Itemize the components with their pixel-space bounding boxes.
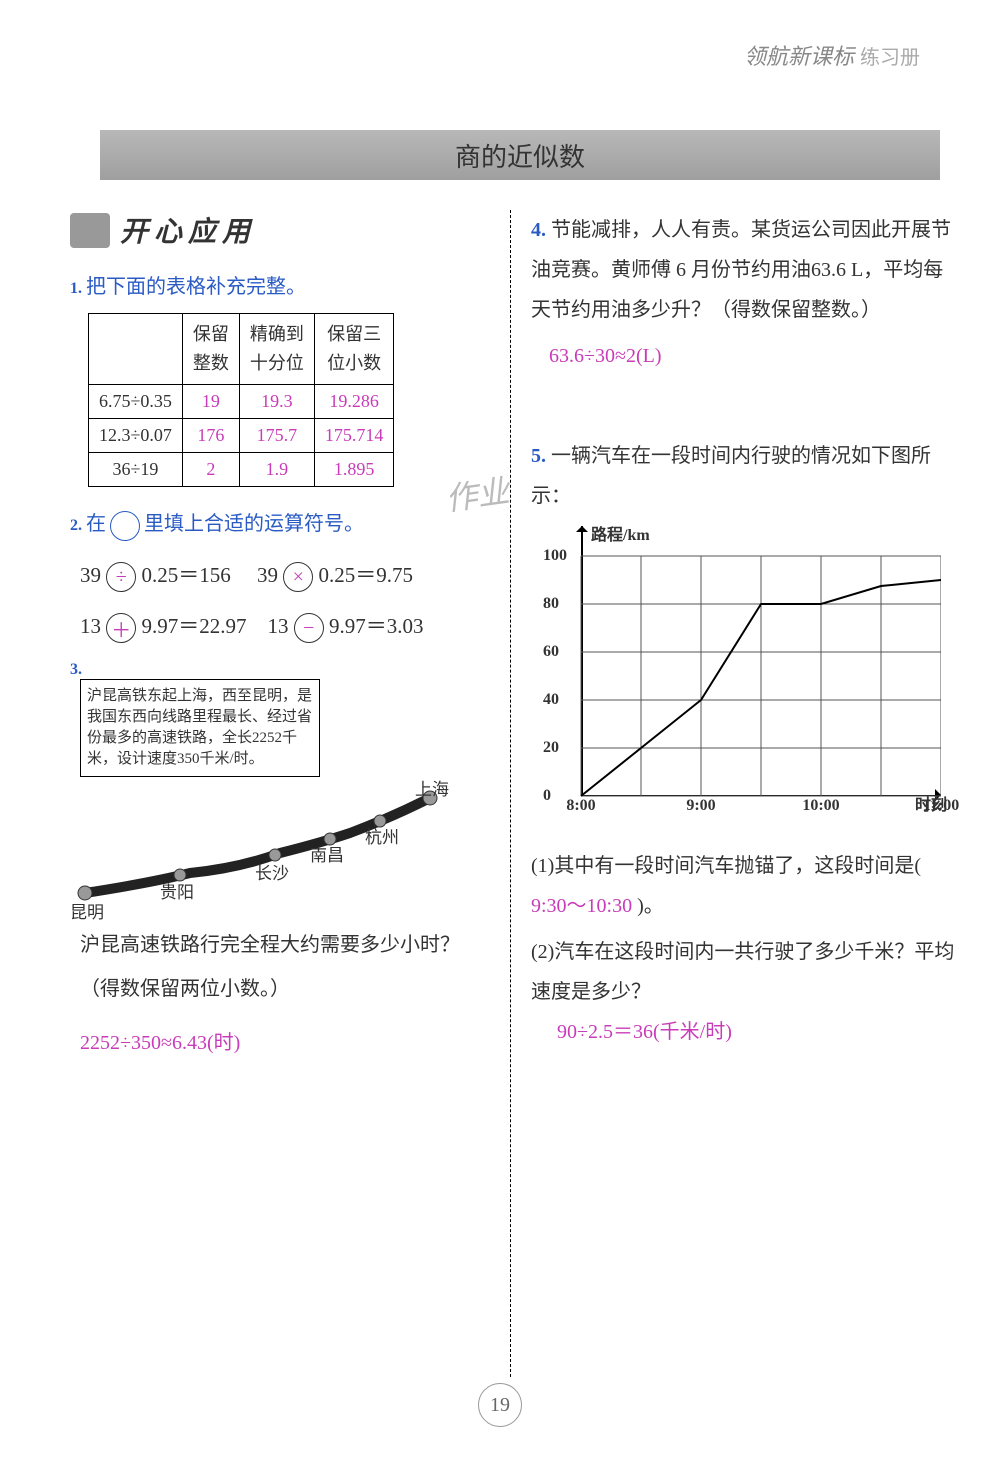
x-tick-label: 10:00 [802,790,839,822]
row-label: 12.3÷0.07 [89,418,183,452]
city-label: 上海 [415,775,449,800]
operand: 9.97＝3.03 [329,614,424,638]
city-label: 南昌 [310,841,344,866]
section-title: 开心应用 [120,210,256,250]
cell: 19.286 [314,384,394,418]
q5-num: 5. [531,445,546,467]
sub1-close: )。 [637,895,664,917]
th-3: 保留三位小数 [314,314,394,385]
q1-table: 保留整数 精确到十分位 保留三位小数 6.75÷0.35 19 19.3 19.… [88,313,394,487]
operand: 13 [80,614,101,638]
th-blank [89,314,183,385]
city-label: 杭州 [365,823,399,848]
operand: 39 [80,563,101,587]
brand: 领航新课标 [744,39,854,71]
cell: 175.714 [314,418,394,452]
x-tick-label: 11:00 [923,790,959,822]
map-info-box: 沪昆高铁东起上海，西至昆明，是我国东西向线路里程最长、经过省份最多的高速铁路，全… [80,679,320,777]
page-title: 商的近似数 [100,130,940,180]
content: 开心应用 1. 把下面的表格补充完整。 保留整数 精确到十分位 保留三位小数 6… [70,210,960,1377]
cell: 19.3 [239,384,314,418]
left-column: 开心应用 1. 把下面的表格补充完整。 保留整数 精确到十分位 保留三位小数 6… [70,210,510,1377]
q5: 5. 一辆汽车在一段时间内行驶的情况如下图所示： 路程/km 时刻 020406… [531,436,960,1052]
operand: 0.25＝156 [142,563,231,587]
y-tick-label: 100 [543,540,567,572]
y-tick-label: 0 [543,780,551,812]
op-circle: × [283,562,313,592]
table-row: 36÷19 2 1.9 1.895 [89,452,394,486]
row-label: 6.75÷0.35 [89,384,183,418]
city-label: 长沙 [255,859,289,884]
q4-text: 节能减排，人人有责。某货运公司因此开展节油竞赛。黄师傅 6 月份节约用油63.6… [531,219,951,321]
op-circle: ÷ [106,562,136,592]
op-circle: − [294,613,324,643]
city-label: 昆明 [70,898,104,923]
map-area: 昆明 贵阳 长沙 南昌 杭州 上海 [70,773,490,913]
cell: 1.9 [239,452,314,486]
city-label: 贵阳 [160,878,194,903]
page-number: 19 [478,1383,522,1427]
q2-text-a: 在 [86,513,106,535]
q2-line2: 13 ＋ 9.97＝22.97 13 − 9.97＝3.03 [80,610,490,643]
q4: 4. 节能减排，人人有责。某货运公司因此开展节油竞赛。黄师傅 6 月份节约用油6… [531,210,960,376]
q2-num: 2. [70,517,82,534]
q1-num: 1. [70,280,82,297]
q2-line1: 39 ÷ 0.25＝156 39 × 0.25＝9.75 [80,559,490,592]
y-tick-label: 40 [543,684,559,716]
q1-text: 把下面的表格补充完整。 [86,276,306,298]
cell: 176 [182,418,239,452]
cell: 175.7 [239,418,314,452]
table-row: 12.3÷0.07 176 175.7 175.714 [89,418,394,452]
operand: 9.97＝22.97 [142,614,247,638]
table-row: 6.75÷0.35 19 19.3 19.286 [89,384,394,418]
q3-num: 3. [70,661,82,678]
y-tick-label: 20 [543,732,559,764]
sub2-answer: 90÷2.5＝36(千米/时) [557,1012,960,1052]
q3: 3. 沪昆高铁东起上海，西至昆明，是我国东西向线路里程最长、经过省份最多的高速铁… [70,661,490,1065]
y-tick-label: 80 [543,588,559,620]
chart-svg [531,526,941,826]
section-icon [70,213,110,248]
q1: 1. 把下面的表格补充完整。 保留整数 精确到十分位 保留三位小数 6.75÷0… [70,270,490,487]
q5-sub2: (2)汽车在这段时间内一共行驶了多少千米？平均速度是多少？ [531,932,960,1012]
q4-num: 4. [531,219,546,241]
y-tick-label: 60 [543,636,559,668]
header-banner: 领航新课标 练习册 [0,0,1000,110]
th-2: 精确到十分位 [239,314,314,385]
sub1-answer: 9:30～10:30 [531,895,632,917]
section-header: 开心应用 [70,210,490,250]
circle-blank-icon [110,511,140,541]
x-tick-label: 8:00 [566,790,595,822]
operand: 0.25＝9.75 [319,563,414,587]
right-column: 4. 节能减排，人人有责。某货运公司因此开展节油竞赛。黄师傅 6 月份节约用油6… [510,210,960,1377]
q4-answer: 63.6÷30≈2(L) [549,336,960,376]
operand: 39 [257,563,278,587]
th-1: 保留整数 [182,314,239,385]
q2: 2. 在 里填上合适的运算符号。 39 ÷ 0.25＝156 39 × 0.25… [70,507,490,644]
cell: 2 [182,452,239,486]
table-header-row: 保留整数 精确到十分位 保留三位小数 [89,314,394,385]
sub2-label: (2)汽车在这段时间内一共行驶了多少千米？平均速度是多少？ [531,941,954,1003]
q5-text: 一辆汽车在一段时间内行驶的情况如下图所示： [531,445,931,507]
op-circle: ＋ [106,613,136,643]
q3-question: 沪昆高速铁路行完全程大约需要多少小时？（得数保留两位小数。） [80,923,490,1011]
q5-sub1: (1)其中有一段时间汽车抛锚了，这段时间是( 9:30～10:30 )。 [531,846,960,926]
cell: 1.895 [314,452,394,486]
cell: 19 [182,384,239,418]
line-chart: 路程/km 时刻 020406080100 8:009:0010:0011:00 [531,526,941,826]
q2-text-b: 里填上合适的运算符号。 [144,513,364,535]
operand: 13 [268,614,289,638]
x-tick-label: 9:00 [686,790,715,822]
sub1-label: (1)其中有一段时间汽车抛锚了，这段时间是( [531,855,921,877]
q3-answer: 2252÷350≈6.43(时) [80,1021,490,1065]
row-label: 36÷19 [89,452,183,486]
brand-sub: 练习册 [860,41,920,70]
